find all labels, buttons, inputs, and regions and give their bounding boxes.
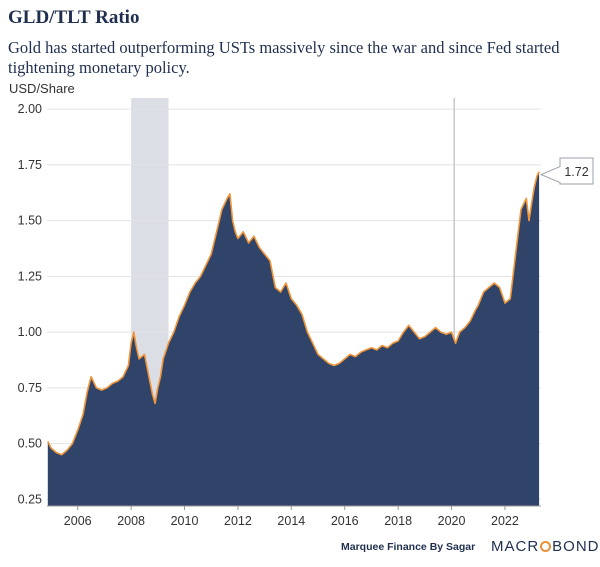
macrobond-logo: MACR BOND bbox=[491, 538, 600, 555]
last-value-label: 1.72 bbox=[564, 165, 588, 179]
brand-right: BOND bbox=[552, 538, 600, 555]
series-area bbox=[47, 171, 540, 506]
y-tick-label: 1.75 bbox=[18, 158, 42, 172]
x-tick-label: 2010 bbox=[171, 514, 199, 528]
y-tick-label: 1.50 bbox=[18, 214, 42, 228]
x-tick-label: 2018 bbox=[384, 514, 412, 528]
x-tick-label: 2006 bbox=[64, 514, 92, 528]
series-line bbox=[47, 171, 540, 456]
x-tick-label: 2016 bbox=[331, 514, 359, 528]
y-tick-label: 0.50 bbox=[18, 437, 42, 451]
brand-left: MACR bbox=[491, 538, 540, 555]
x-tick-label: 2022 bbox=[491, 514, 519, 528]
y-tick-label: 0.25 bbox=[18, 492, 42, 506]
y-tick-label: 1.00 bbox=[18, 325, 42, 339]
x-tick-label: 2014 bbox=[277, 514, 305, 528]
x-tick-label: 2020 bbox=[438, 514, 466, 528]
y-tick-label: 0.75 bbox=[18, 381, 42, 395]
y-tick-label: 2.00 bbox=[18, 102, 42, 116]
brand-ring-icon bbox=[540, 541, 552, 552]
x-tick-label: 2008 bbox=[117, 514, 145, 528]
x-tick-label: 2012 bbox=[224, 514, 252, 528]
y-tick-label: 1.25 bbox=[18, 269, 42, 283]
chart-title: GLD/TLT Ratio bbox=[8, 7, 140, 28]
source-credit: Marquee Finance By Sagar bbox=[341, 541, 476, 553]
y-axis-label: USD/Share bbox=[9, 81, 75, 96]
chart-subtitle: Gold has started outperforming USTs mass… bbox=[8, 38, 560, 77]
last-value-callout bbox=[539, 157, 594, 185]
